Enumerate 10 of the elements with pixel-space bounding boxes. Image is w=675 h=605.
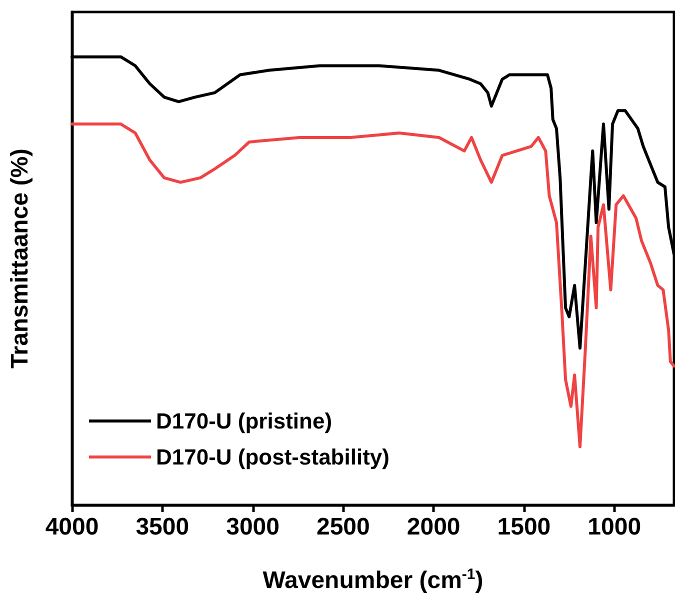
x-tick-label: 3500 xyxy=(136,514,190,540)
x-tick-label: 2500 xyxy=(316,514,370,540)
x-tick-label: 4000 xyxy=(45,514,99,540)
x-tick-label: 2000 xyxy=(406,514,460,540)
x-tick-label: 3000 xyxy=(226,514,280,540)
legend-label: D170-U (post-stability) xyxy=(156,444,390,470)
legend-label: D170-U (pristine) xyxy=(156,408,332,434)
x-tick-label: 1500 xyxy=(497,514,551,540)
x-tick-label: 1000 xyxy=(588,514,642,540)
y-axis-title: Transmittaance (%) xyxy=(6,148,34,369)
